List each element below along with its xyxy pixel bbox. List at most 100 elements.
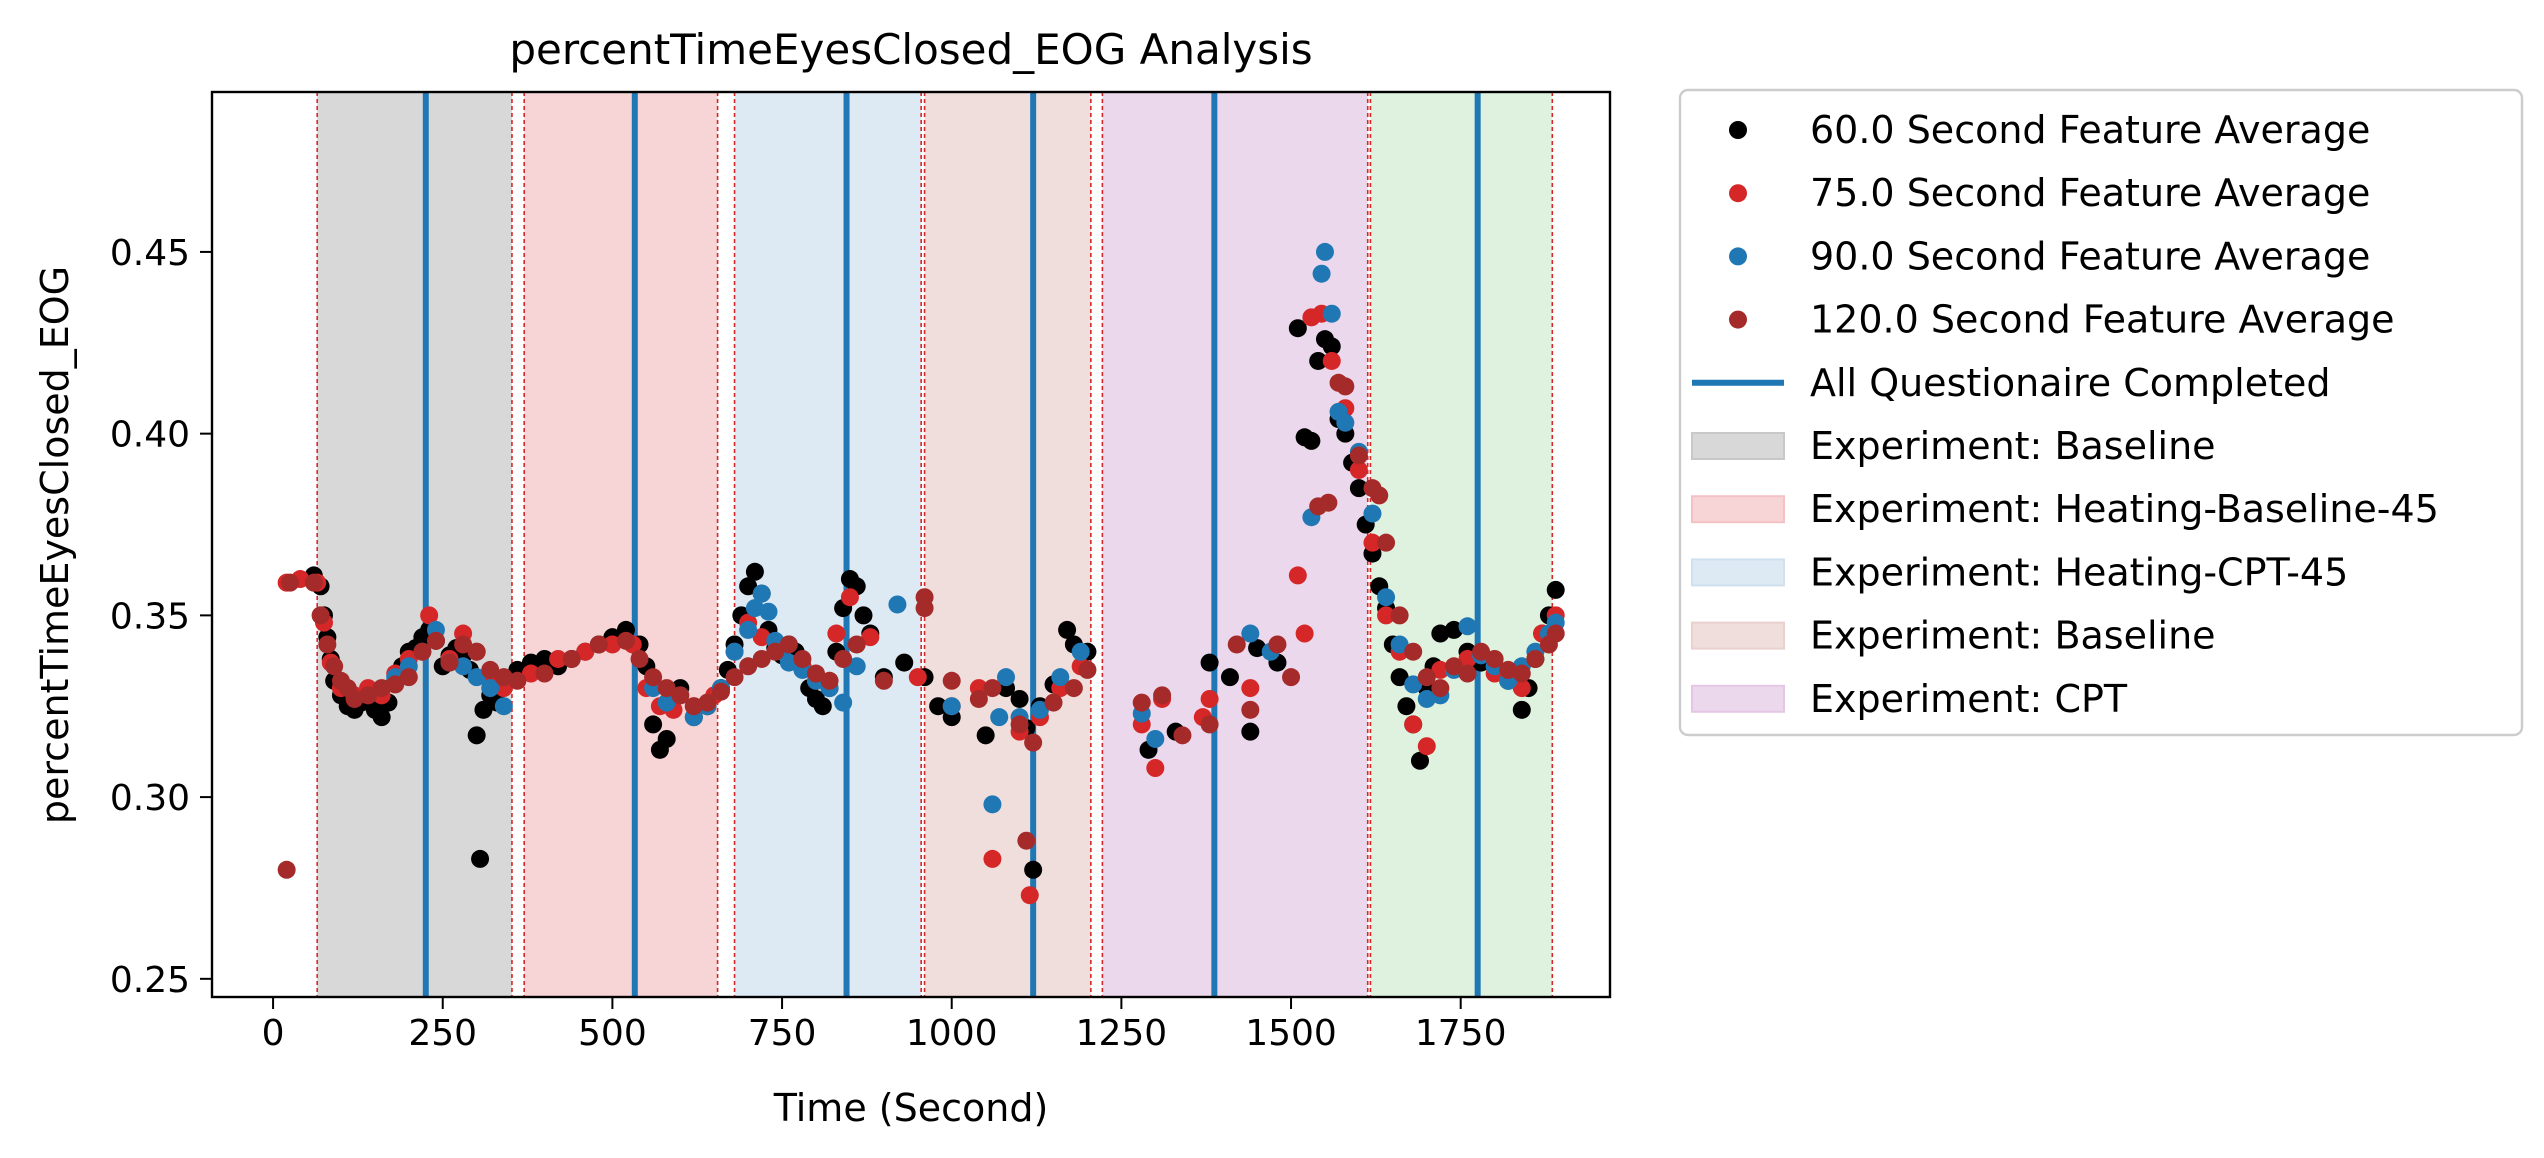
series-2-point-5 — [454, 657, 473, 676]
series-0-point-92 — [1241, 722, 1260, 741]
series-3-point-18 — [481, 660, 500, 679]
series-0-point-117 — [1444, 620, 1463, 639]
series-3-point-49 — [1017, 831, 1036, 850]
series-2-point-26 — [834, 693, 853, 712]
series-3-point-32 — [725, 668, 744, 687]
series-0-point-55 — [745, 562, 764, 581]
series-3-point-16 — [454, 635, 473, 654]
series-2-point-17 — [745, 599, 764, 618]
series-2-point-44 — [1322, 304, 1341, 323]
series-2-point-39 — [1241, 624, 1260, 643]
series-1-point-19 — [576, 642, 595, 661]
series-2-point-8 — [494, 697, 513, 716]
series-1-point-64 — [1458, 649, 1477, 668]
x-tick-label-4: 1000 — [906, 1013, 998, 1054]
region-band-1 — [524, 92, 718, 997]
series-3-point-15 — [440, 653, 459, 672]
series-1-point-34 — [840, 588, 859, 607]
legend-item-6: Experiment: Heating-Baseline-45 — [1691, 487, 2439, 531]
series-3-point-11 — [386, 675, 405, 694]
series-0-point-127 — [1546, 580, 1565, 599]
series-0-point-116 — [1431, 624, 1450, 643]
legend-marker-0 — [1729, 121, 1747, 139]
series-2-point-31 — [990, 708, 1009, 727]
series-1-point-61 — [1404, 715, 1423, 734]
series-0-point-26 — [467, 726, 486, 745]
series-3-point-24 — [616, 631, 635, 650]
series-3-point-80 — [1526, 649, 1545, 668]
series-3-point-42 — [874, 671, 893, 690]
series-0-point-76 — [929, 697, 948, 716]
legend-label-7: Experiment: Heating-CPT-45 — [1810, 550, 2348, 594]
series-3-point-1 — [281, 573, 300, 592]
series-3 — [277, 373, 1565, 879]
series-1-point-55 — [1322, 351, 1341, 370]
y-axis-ticks: 0.25 0.30 0.35 0.40 0.45 — [110, 233, 212, 1001]
series-3-point-21 — [535, 664, 554, 683]
series-1-point-17 — [521, 664, 540, 683]
legend-marker-9 — [1691, 684, 1785, 713]
series-1-point-11 — [420, 606, 439, 625]
legend-item-4: All Questionaire Completed — [1692, 361, 2331, 405]
series-3-point-29 — [684, 697, 703, 716]
region-band-3 — [924, 92, 1091, 997]
series-3-point-51 — [1044, 693, 1063, 712]
legend-marker-1 — [1729, 184, 1747, 203]
x-tick-label-6: 1500 — [1245, 1013, 1337, 1054]
series-3-point-13 — [413, 642, 432, 661]
series-2-point-30 — [983, 795, 1002, 814]
series-3-point-19 — [494, 668, 513, 687]
legend-item-5: Experiment: Baseline — [1691, 424, 2216, 468]
series-3-point-82 — [1546, 624, 1565, 643]
series-1-point-63 — [1431, 660, 1450, 679]
series-2-point-34 — [1030, 700, 1049, 719]
series-2-point-28 — [888, 595, 907, 614]
series-2-point-6 — [467, 668, 486, 687]
series-1-point-33 — [827, 624, 846, 643]
x-tick-label-5: 1250 — [1076, 1013, 1168, 1054]
series-3-point-30 — [698, 693, 717, 712]
series-3-point-73 — [1431, 679, 1450, 698]
series-3-point-8 — [345, 689, 364, 708]
series-3-point-38 — [806, 664, 825, 683]
series-0-point-90 — [1200, 653, 1219, 672]
series-1-point-41 — [1020, 886, 1039, 905]
series-3-point-63 — [1319, 493, 1338, 512]
legend-frame — [1678, 88, 2524, 737]
region-band-0 — [317, 92, 512, 997]
series-2-point-27 — [847, 657, 866, 676]
series-2-point-49 — [1377, 588, 1396, 607]
series-2-point-51 — [1404, 675, 1423, 694]
chart-title: percentTimeEyesClosed_EOG Analysis — [509, 25, 1312, 74]
series-0-point-12 — [372, 708, 391, 727]
series-1-point-20 — [603, 635, 622, 654]
series-0-point-78 — [976, 726, 995, 745]
series-2-point-16 — [739, 620, 758, 639]
legend-label-4: All Questionaire Completed — [1810, 361, 2331, 405]
legend-item-7: Experiment: Heating-CPT-45 — [1691, 550, 2348, 594]
legend-marker-3 — [1729, 310, 1747, 329]
series-0-point-91 — [1220, 668, 1239, 687]
series-2-point-46 — [1336, 413, 1355, 432]
series-1-point-58 — [1363, 533, 1382, 552]
series-3-point-41 — [847, 635, 866, 654]
series-2-point-38 — [1146, 729, 1165, 748]
series-2-point-32 — [997, 668, 1016, 687]
series-3-point-68 — [1370, 486, 1389, 505]
legend-label-5: Experiment: Baseline — [1810, 424, 2216, 468]
series-3-point-58 — [1227, 635, 1246, 654]
series-3-point-47 — [983, 679, 1002, 698]
series-1-point-51 — [1288, 566, 1307, 585]
series-3-point-70 — [1390, 606, 1409, 625]
series-1-point-57 — [1349, 460, 1368, 479]
questionnaire-lines — [422, 92, 1481, 997]
legend-item-2: 90.0 Second Feature Average — [1729, 234, 2370, 278]
series-3-point-33 — [739, 657, 758, 676]
y-tick-label-4: 0.45 — [110, 233, 190, 274]
series-3-point-9 — [359, 686, 378, 705]
series-2-point-10 — [657, 693, 676, 712]
series-3-point-69 — [1377, 533, 1396, 552]
series-3-point-37 — [793, 649, 812, 668]
x-tick-label-7: 1750 — [1415, 1013, 1507, 1054]
